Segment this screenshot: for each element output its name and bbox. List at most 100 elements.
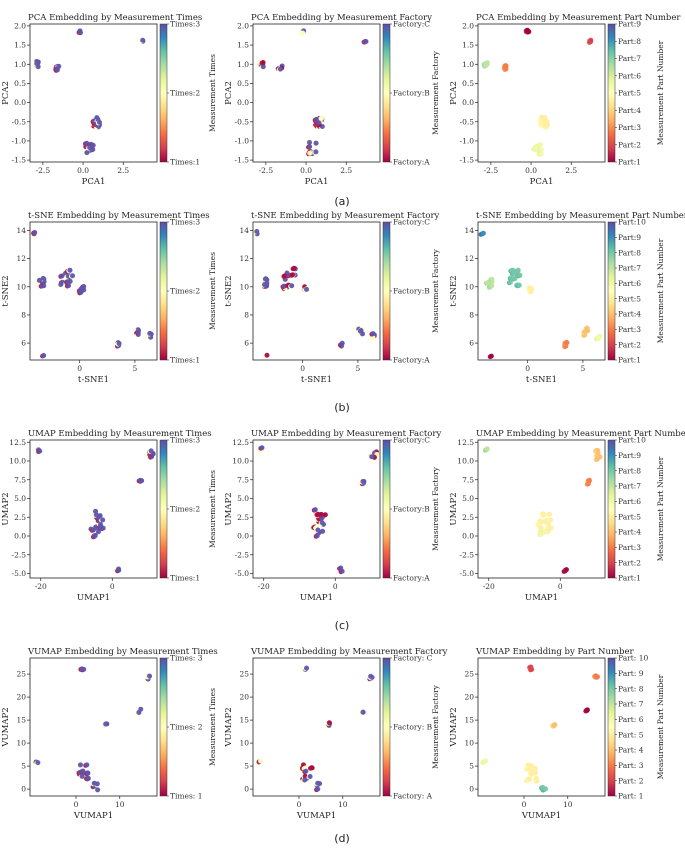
colorbar-tick-label: Times:2: [170, 505, 200, 514]
scatter-point: [95, 787, 101, 793]
scatter-point: [527, 286, 533, 292]
y-tick-label: 5.0: [237, 494, 249, 503]
x-axis-label: UMAP1: [77, 593, 110, 603]
scatter-point: [360, 709, 366, 715]
scatter-point: [85, 775, 91, 781]
y-tick-label: 7.5: [237, 475, 249, 484]
scatter-point: [314, 533, 320, 539]
colorbar-tick-label: Part: 3: [618, 761, 644, 770]
scatter-point: [79, 773, 85, 779]
colorbar-label: Measurement Factory: [431, 466, 440, 551]
y-tick-label: -0.5: [235, 117, 250, 126]
axes-frame: [29, 439, 158, 579]
scatter-point: [40, 275, 46, 281]
scatter-point: [87, 145, 93, 151]
colorbar-tick-label: Factory:B: [393, 505, 430, 514]
panel-title: VUMAP Embedding by Measurement Factory: [250, 647, 448, 657]
scatter-point: [70, 273, 76, 279]
y-tick-label: 0: [469, 785, 474, 794]
y-tick-label: 15: [464, 716, 474, 725]
scatter-point: [508, 275, 514, 281]
scatter-point: [546, 521, 552, 527]
colorbar-tick-label: Times:2: [170, 89, 200, 98]
scatter-point: [307, 144, 313, 150]
scatter-point: [98, 524, 104, 530]
panel-title: PCA Embedding by Measurement Part Number: [476, 13, 681, 23]
y-tick-label: 0.0: [237, 532, 249, 541]
row-caption: (c): [335, 619, 350, 632]
scatter-point: [532, 145, 538, 151]
x-axis-label: VUMAP1: [296, 811, 336, 821]
y-tick-label: 25: [16, 670, 26, 679]
x-axis-label: VUMAP1: [73, 811, 113, 821]
scatter-point: [512, 275, 518, 281]
panel-title: VUMAP Embedding by Part Number: [475, 647, 634, 657]
colorbar-label: Measurement Part Number: [656, 674, 665, 779]
y-tick-label: 10.0: [9, 457, 26, 466]
scatter-panel: VUMAP Embedding by Part Number 0 10 0 5 10 15 2…: [449, 647, 665, 821]
scatter-point: [533, 775, 539, 781]
colorbar: [382, 23, 391, 163]
scatter-point: [67, 267, 73, 273]
scatter-point: [357, 328, 363, 334]
x-tick-label: 5: [356, 364, 361, 373]
colorbar-tick-label: Part:7: [618, 482, 641, 491]
y-tick-label: 0.0: [14, 98, 26, 107]
scatter-point: [538, 142, 544, 148]
colorbar-tick-label: Part:9: [618, 20, 641, 29]
x-tick-label: 0: [77, 364, 82, 373]
scatter-panel: VUMAP Embedding by Measurement Factory 0 1…: [224, 647, 448, 821]
scatter-point: [526, 776, 532, 782]
y-tick-label: 10: [464, 739, 474, 748]
scatter-panel: UMAP Embedding by Measurement Factory -20…: [224, 429, 441, 603]
colorbar-label: Measurement Times: [208, 688, 217, 766]
scatter-panel: VUMAP Embedding by Measurement Times 0 10 0…: [1, 647, 218, 821]
scatter-point: [312, 507, 318, 513]
colorbar-tick-label: Factory:C: [393, 218, 430, 227]
scatter-point: [304, 665, 310, 671]
scatter-point: [326, 720, 332, 726]
y-tick-label: -5.0: [12, 569, 27, 578]
x-tick-label: 2.5: [117, 166, 129, 175]
scatter-point: [315, 527, 321, 533]
colorbar-tick-label: Part:3: [618, 325, 641, 334]
colorbar-tick-label: Times:3: [170, 218, 200, 227]
colorbar-tick-label: Part:6: [618, 71, 641, 80]
scatter-point: [533, 770, 539, 776]
scatter-panel: t-SNE Embedding by Measurement Part Numb…: [449, 211, 685, 385]
scatter-point: [582, 329, 588, 335]
scatter-point: [370, 331, 376, 337]
scatter-point: [315, 780, 321, 786]
x-tick-label: 5: [133, 364, 138, 373]
scatter-point: [524, 28, 530, 34]
y-tick-label: -1.0: [235, 137, 250, 146]
y-tick-label: 25: [239, 670, 249, 679]
scatter-point: [78, 289, 84, 295]
colorbar-tick-label: Factory: A: [393, 792, 433, 801]
y-tick-label: 10.0: [457, 457, 474, 466]
colorbar-tick-label: Times: 1: [170, 792, 202, 801]
colorbar: [607, 657, 616, 797]
colorbar-tick-label: Part:4: [618, 310, 641, 319]
colorbar-label: Measurement Times: [208, 252, 217, 330]
scatter-point: [362, 38, 368, 44]
y-tick-label: 2.0: [237, 22, 249, 31]
y-tick-label: 7.5: [14, 475, 26, 484]
scatter-point: [542, 529, 548, 535]
x-axis-label: PCA1: [82, 177, 106, 187]
scatter-point: [85, 770, 91, 776]
colorbar: [159, 23, 168, 163]
y-axis-label: t-SNE2: [224, 275, 234, 306]
scatter-panel: t-SNE Embedding by Measurement Factory 0 5…: [224, 211, 440, 385]
y-tick-label: 2.5: [237, 513, 249, 522]
scatter-point: [584, 708, 590, 714]
x-axis-label: PCA1: [305, 177, 329, 187]
scatter-point: [100, 517, 106, 523]
x-tick-label: 0: [525, 364, 530, 373]
scatter-point: [91, 780, 97, 786]
scatter-point: [507, 279, 513, 285]
colorbar: [607, 23, 616, 163]
panel-title: PCA Embedding by Measurement Times: [28, 13, 202, 23]
y-tick-label: 10.0: [232, 457, 249, 466]
x-axis-label: UMAP1: [525, 593, 558, 603]
